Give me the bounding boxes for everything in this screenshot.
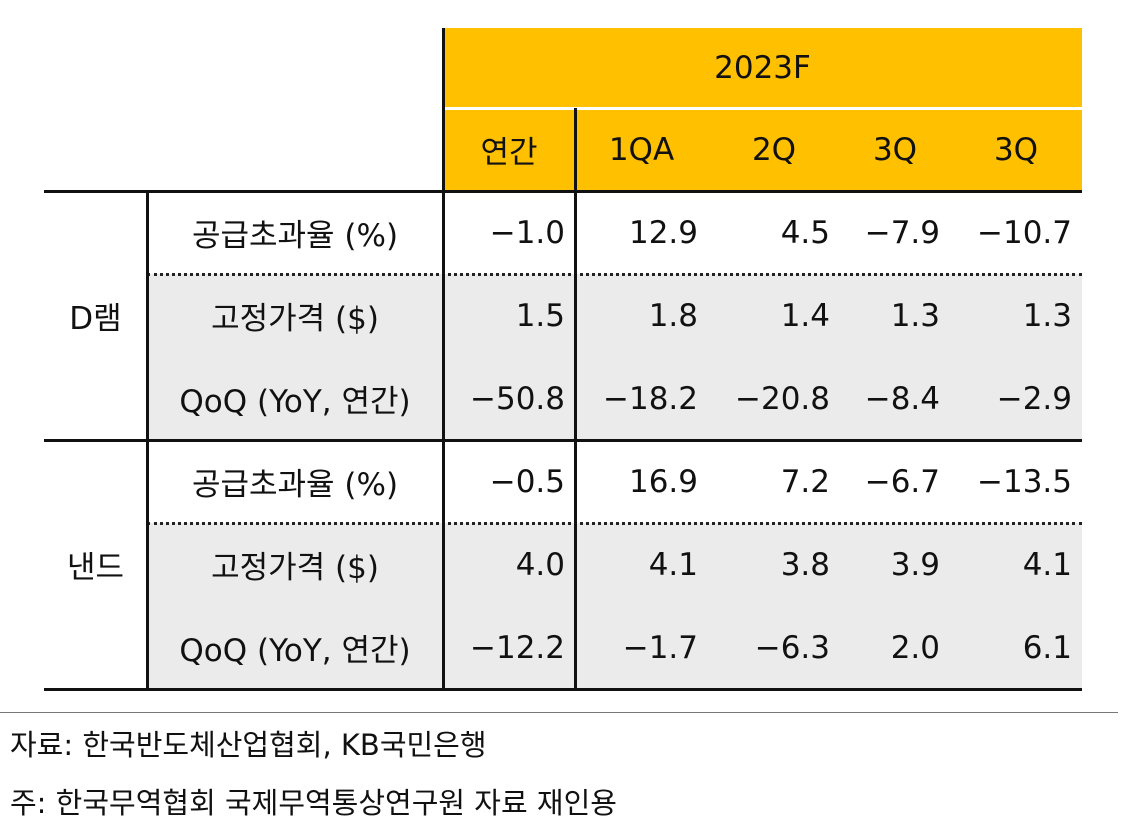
group-label: 낸드 — [66, 550, 125, 586]
cell-value: −0.5 — [489, 463, 565, 500]
rule — [44, 438, 1082, 442]
cell-value: 2.0 — [890, 629, 940, 666]
cell-value: −20.8 — [735, 380, 830, 417]
cell-value: 1.4 — [780, 297, 830, 334]
cell-value: 6.1 — [1022, 629, 1072, 666]
row-bg — [147, 523, 1082, 606]
cell-value: −1.0 — [489, 214, 565, 251]
cell-value: 4.5 — [780, 214, 830, 251]
cell-value: 12.9 — [628, 214, 698, 251]
cell-value: −6.7 — [864, 463, 940, 500]
column-header: 연간 — [480, 135, 538, 171]
header-title: 2023F — [714, 50, 811, 86]
cell-value: −6.3 — [754, 629, 830, 666]
cell-value: −18.2 — [603, 380, 698, 417]
cell-value: 1.8 — [648, 297, 698, 334]
cell-value: −7.9 — [864, 214, 940, 251]
footnote: 주: 한국무역협회 국제무역통상연구원 자료 재인용 — [10, 786, 617, 820]
cell-value: 4.0 — [515, 546, 565, 583]
header-divider — [443, 107, 1082, 110]
cell-value: −12.2 — [470, 629, 565, 666]
row-label: QoQ (YoY, 연간) — [179, 633, 411, 669]
cell-value: −2.9 — [996, 380, 1072, 417]
cell-value: 1.3 — [890, 297, 940, 334]
row-label: QoQ (YoY, 연간) — [179, 384, 411, 420]
cell-value: 7.2 — [780, 463, 830, 500]
row-label: 공급초과율 (%) — [191, 467, 399, 503]
cell-value: 4.1 — [648, 546, 698, 583]
col-rule — [442, 28, 445, 689]
cell-value: 3.8 — [780, 546, 830, 583]
column-header: 3Q — [993, 131, 1039, 168]
cell-value: 1.5 — [515, 297, 565, 334]
cell-value: −1.7 — [622, 629, 698, 666]
column-header: 2Q — [751, 131, 797, 168]
column-header: 3Q — [872, 131, 918, 168]
cell-value: −13.5 — [977, 463, 1072, 500]
rule — [44, 189, 1082, 193]
col-rule — [574, 108, 577, 689]
cell-value: −8.4 — [864, 380, 940, 417]
footer-rule — [0, 712, 1118, 713]
row-label: 고정가격 ($) — [211, 550, 379, 586]
row-bg — [147, 274, 1082, 357]
cell-value: −50.8 — [470, 380, 565, 417]
dotted-line — [147, 522, 1082, 525]
column-header: 1QA — [608, 131, 675, 168]
cell-value: −10.7 — [977, 214, 1072, 251]
col-rule — [146, 191, 149, 689]
cell-value: 1.3 — [1022, 297, 1072, 334]
rule — [44, 687, 1082, 691]
row-label: 고정가격 ($) — [211, 301, 379, 337]
row-bg — [147, 606, 1082, 689]
row-label: 공급초과율 (%) — [191, 218, 399, 254]
cell-value: 3.9 — [890, 546, 940, 583]
group-label: D램 — [69, 301, 122, 337]
dotted-line — [147, 273, 1082, 276]
cell-value: 16.9 — [628, 463, 698, 500]
footnote: 자료: 한국반도체산업협회, KB국민은행 — [10, 728, 487, 762]
row-bg — [147, 357, 1082, 440]
cell-value: 4.1 — [1022, 546, 1072, 583]
